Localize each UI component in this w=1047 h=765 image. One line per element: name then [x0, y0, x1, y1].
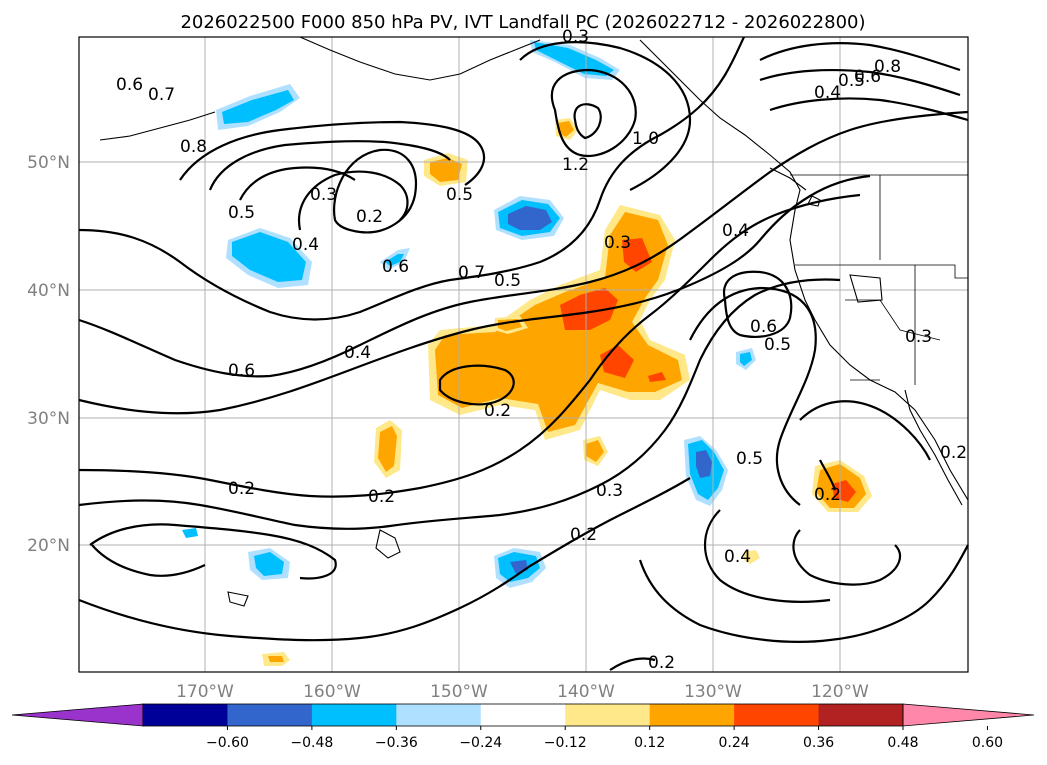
contour-label: 0.2: [368, 487, 395, 507]
lat-label: 20°N: [27, 536, 70, 556]
colorbar-tick-label: 0.48: [887, 735, 918, 751]
contour-label: 1.2: [562, 155, 589, 175]
colorbar-segment: [734, 704, 819, 726]
colorbar-segment: [312, 704, 397, 726]
contour-label: 0.5: [736, 449, 763, 469]
lon-label: 150°W: [430, 682, 488, 702]
contour-label: 0.6: [750, 317, 777, 337]
contour-label: 0.5: [446, 185, 473, 205]
colorbar-segment: [650, 704, 735, 726]
lat-label: 50°N: [27, 153, 70, 173]
colorbar-tick-label: 0.24: [719, 735, 750, 751]
colorbar-extend-low: [12, 704, 143, 726]
contour-label: 1.0: [632, 129, 659, 149]
colorbar-tick-label: −0.48: [290, 735, 333, 751]
lon-label: 140°W: [557, 682, 615, 702]
contour-label: 0.3: [596, 481, 623, 501]
colorbar-segment: [143, 704, 228, 726]
colorbar-segment: [565, 704, 650, 726]
lat-label: 30°N: [27, 409, 70, 429]
contour-label: 0.3: [310, 185, 337, 205]
contour-label: 0.2: [814, 485, 841, 505]
lon-label: 170°W: [176, 682, 234, 702]
contour-label: 0.6: [116, 75, 143, 95]
latitude-labels: 50°N 40°N 30°N 20°N: [27, 153, 70, 556]
colorbar-tick-label: −0.60: [206, 735, 249, 751]
colorbar-segment: [227, 704, 312, 726]
colorbar: −0.60 −0.48 −0.36 −0.24 −0.12 0.12 0.24 0.36 0.4…: [12, 704, 1034, 751]
contour-label: 0.3: [905, 327, 932, 347]
colorbar-segment: [819, 704, 904, 726]
contour-label: 0.4: [724, 547, 751, 567]
contour-label: 0.2: [648, 653, 675, 673]
pv-ivt-map-figure: 2026022500 F000 850 hPa PV, IVT Landfall…: [0, 0, 1047, 765]
lon-label: 120°W: [811, 682, 869, 702]
contour-label: 0.4: [722, 221, 749, 241]
contour-label: 0.4: [292, 235, 319, 255]
contour-label: 0.6: [228, 361, 255, 381]
contour-label: 0.2: [570, 525, 597, 545]
contour-label: 0.3: [604, 233, 631, 253]
contour-label: 0.5: [764, 335, 791, 355]
contour-label: 0.5: [838, 71, 865, 91]
colorbar-segment: [481, 704, 566, 726]
map-panel: 0.6 0.7 0.8 0.5 0.3 0.2 0.5 0.4 0.6 0.7 …: [79, 27, 968, 673]
contour-label: 0.2: [484, 401, 511, 421]
contour-label: 0.5: [228, 203, 255, 223]
colorbar-tick-label: 0.36: [803, 735, 834, 751]
colorbar-tick-label: −0.12: [544, 735, 587, 751]
contour-label: 0.5: [494, 271, 521, 291]
lon-label: 130°W: [684, 682, 742, 702]
contour-label: 0.4: [344, 343, 371, 363]
colorbar-tick-label: −0.24: [459, 735, 502, 751]
colorbar-tick-label: 0.12: [634, 735, 665, 751]
contour-label: 0.2: [940, 443, 967, 463]
contour-label: 0.7: [148, 85, 175, 105]
contour-label: 0.2: [228, 479, 255, 499]
colorbar-tick-label: 0.60: [972, 735, 1003, 751]
longitude-labels: 170°W 160°W 150°W 140°W 130°W 120°W: [176, 682, 869, 702]
figure-title: 2026022500 F000 850 hPa PV, IVT Landfall…: [180, 12, 865, 33]
lat-label: 40°N: [27, 281, 70, 301]
contour-label: 0.4: [814, 83, 841, 103]
colorbar-segment: [396, 704, 481, 726]
colorbar-extend-high: [903, 704, 1034, 726]
contour-label: 0.6: [382, 257, 409, 277]
contour-label: 0.2: [356, 207, 383, 227]
colorbar-tick-label: −0.36: [375, 735, 418, 751]
lon-label: 160°W: [303, 682, 361, 702]
contour-label: 0.8: [180, 137, 207, 157]
contour-label: 0.7: [458, 263, 485, 283]
